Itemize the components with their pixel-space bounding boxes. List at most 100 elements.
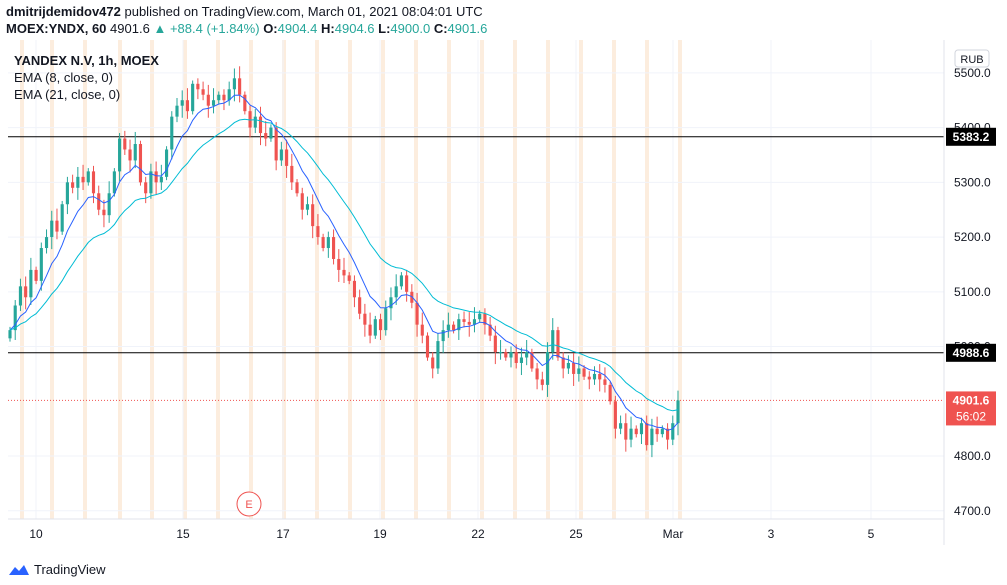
candle-body[interactable] bbox=[358, 297, 362, 314]
candle-body[interactable] bbox=[13, 305, 17, 331]
candle-body[interactable] bbox=[587, 376, 591, 380]
candle-body[interactable] bbox=[514, 352, 518, 363]
candle-body[interactable] bbox=[55, 220, 59, 232]
candle-body[interactable] bbox=[373, 319, 377, 336]
candle-body[interactable] bbox=[50, 220, 54, 238]
candle-body[interactable] bbox=[191, 83, 195, 112]
candle-body[interactable] bbox=[488, 324, 492, 336]
candle-body[interactable] bbox=[462, 319, 466, 322]
candle-body[interactable] bbox=[305, 204, 310, 210]
horizontal-lines[interactable] bbox=[8, 136, 944, 354]
earnings-event-icon[interactable] bbox=[236, 491, 262, 517]
candle-body[interactable] bbox=[65, 182, 69, 205]
candle-body[interactable] bbox=[279, 149, 283, 161]
candle-body[interactable] bbox=[420, 324, 424, 336]
candle-body[interactable] bbox=[436, 341, 440, 369]
candle-body[interactable] bbox=[519, 357, 524, 363]
candle-body[interactable] bbox=[431, 357, 435, 369]
candle-body[interactable] bbox=[149, 171, 153, 194]
candle-body[interactable] bbox=[676, 400, 680, 424]
candle-body[interactable] bbox=[159, 176, 163, 183]
candle-body[interactable] bbox=[619, 423, 623, 429]
candle-body[interactable] bbox=[493, 335, 497, 353]
author-name[interactable]: dmitrijdemidov472 bbox=[6, 4, 121, 19]
candle-body[interactable] bbox=[613, 401, 617, 429]
candle-body[interactable] bbox=[81, 176, 85, 183]
candle-body[interactable] bbox=[264, 133, 268, 139]
candle-body[interactable] bbox=[112, 171, 116, 194]
candle-body[interactable] bbox=[452, 324, 456, 331]
candle-body[interactable] bbox=[118, 138, 122, 172]
candle-body[interactable] bbox=[316, 226, 320, 238]
candle-body[interactable] bbox=[290, 165, 294, 183]
candle-body[interactable] bbox=[196, 83, 200, 90]
candle-body[interactable] bbox=[384, 308, 388, 331]
candle-body[interactable] bbox=[180, 100, 184, 106]
candle-body[interactable] bbox=[441, 330, 445, 342]
candle-body[interactable] bbox=[645, 423, 649, 446]
candle-body[interactable] bbox=[107, 193, 111, 216]
legend-ema21[interactable]: EMA (21, close, 0) bbox=[14, 87, 121, 102]
candle-body[interactable] bbox=[535, 368, 539, 380]
candle-body[interactable] bbox=[128, 149, 132, 161]
candle-body[interactable] bbox=[248, 111, 252, 128]
candle-body[interactable] bbox=[326, 237, 330, 249]
candle-body[interactable] bbox=[253, 116, 257, 128]
candle-body[interactable] bbox=[133, 144, 137, 161]
candle-body[interactable] bbox=[624, 423, 628, 440]
candle-body[interactable] bbox=[446, 324, 450, 331]
candle-body[interactable] bbox=[86, 171, 90, 183]
candle-body[interactable] bbox=[274, 127, 278, 161]
candle-body[interactable] bbox=[217, 94, 221, 101]
candle-body[interactable] bbox=[29, 269, 33, 298]
candle-body[interactable] bbox=[154, 171, 158, 183]
candle-body[interactable] bbox=[71, 182, 75, 188]
candle-body[interactable] bbox=[44, 237, 49, 249]
candle-body[interactable] bbox=[175, 105, 179, 117]
candle-body[interactable] bbox=[650, 428, 654, 446]
candle-body[interactable] bbox=[352, 280, 357, 298]
candle-body[interactable] bbox=[660, 428, 664, 435]
candles[interactable] bbox=[8, 66, 680, 458]
candle-body[interactable] bbox=[185, 100, 190, 112]
candle-body[interactable] bbox=[18, 286, 23, 306]
candle-body[interactable] bbox=[540, 379, 544, 385]
candle-body[interactable] bbox=[164, 149, 169, 177]
candle-body[interactable] bbox=[311, 204, 315, 227]
candle-body[interactable] bbox=[347, 275, 351, 281]
currency-badge[interactable] bbox=[954, 49, 990, 68]
candle-body[interactable] bbox=[269, 127, 273, 139]
legend-ema8[interactable]: EMA (8, close, 0) bbox=[14, 70, 113, 85]
candle-body[interactable] bbox=[337, 258, 341, 270]
candle-body[interactable] bbox=[258, 116, 263, 134]
candle-body[interactable] bbox=[227, 89, 231, 101]
candle-body[interactable] bbox=[211, 100, 216, 106]
candle-body[interactable] bbox=[123, 138, 127, 150]
candle-body[interactable] bbox=[509, 352, 513, 358]
candle-body[interactable] bbox=[363, 313, 367, 325]
candle-body[interactable] bbox=[232, 78, 236, 90]
candle-body[interactable] bbox=[545, 352, 550, 385]
candle-body[interactable] bbox=[634, 428, 638, 435]
candle-body[interactable] bbox=[39, 248, 43, 281]
candle-body[interactable] bbox=[603, 379, 607, 385]
candle-body[interactable] bbox=[102, 209, 106, 216]
candle-body[interactable] bbox=[394, 286, 398, 298]
candle-body[interactable] bbox=[206, 94, 210, 106]
candle-body[interactable] bbox=[415, 302, 419, 325]
candle-body[interactable] bbox=[577, 368, 581, 374]
candle-body[interactable] bbox=[76, 176, 80, 188]
candle-body[interactable] bbox=[478, 313, 482, 320]
candle-body[interactable] bbox=[342, 269, 346, 276]
candle-body[interactable] bbox=[457, 319, 461, 331]
candle-body[interactable] bbox=[144, 182, 148, 194]
candle-body[interactable] bbox=[295, 182, 299, 194]
candle-body[interactable] bbox=[331, 237, 336, 259]
candle-body[interactable] bbox=[608, 384, 612, 402]
candle-body[interactable] bbox=[530, 352, 534, 369]
candle-body[interactable] bbox=[8, 330, 12, 339]
candle-body[interactable] bbox=[655, 428, 659, 435]
candle-body[interactable] bbox=[368, 324, 372, 336]
candle-body[interactable] bbox=[472, 319, 477, 325]
